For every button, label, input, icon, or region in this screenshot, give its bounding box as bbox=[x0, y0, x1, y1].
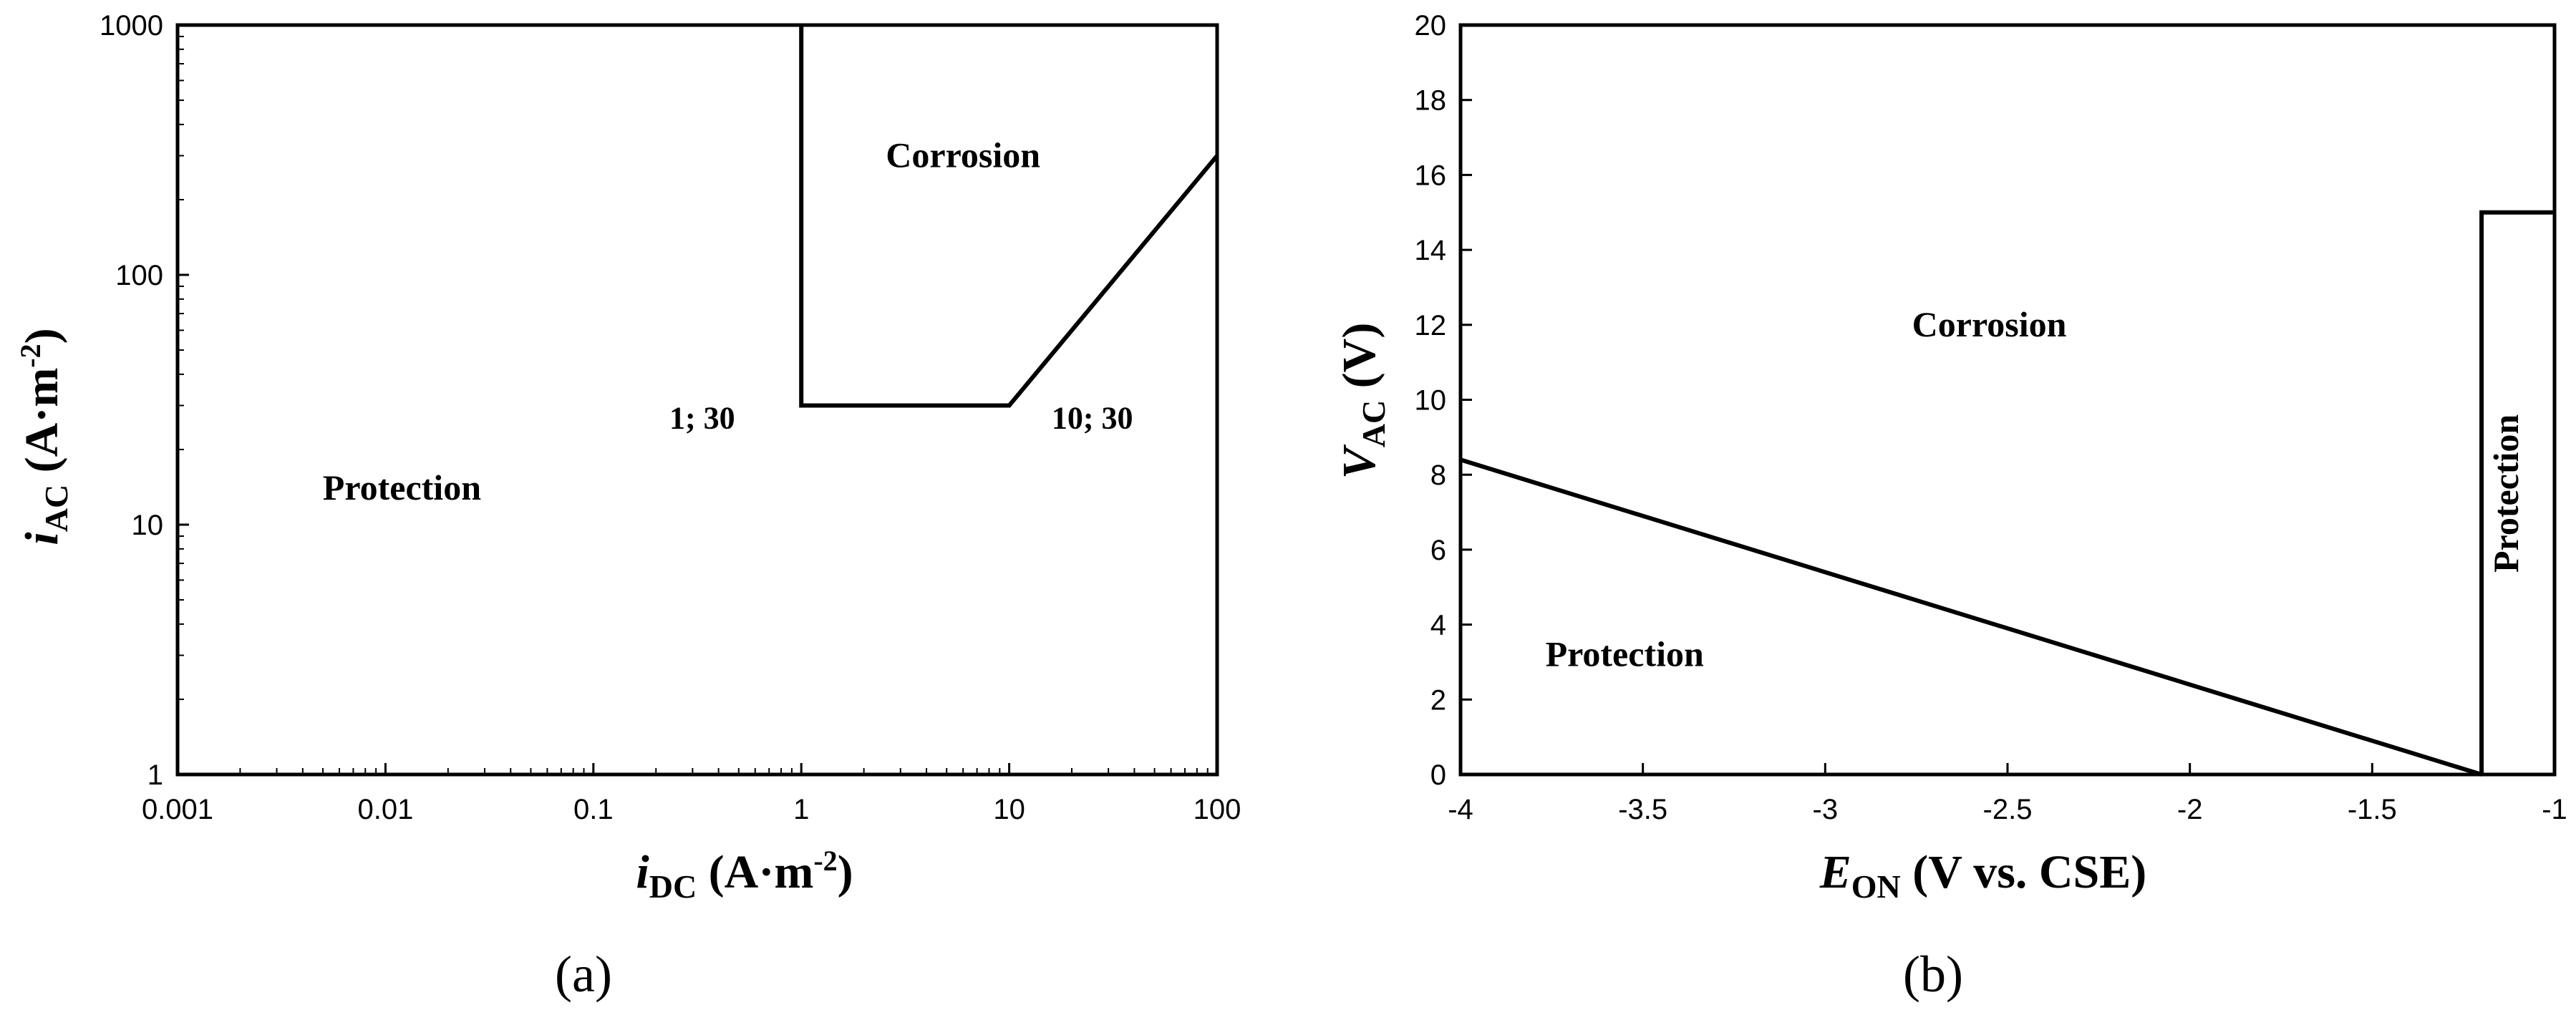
panel-b-letter: b bbox=[1920, 946, 1946, 1003]
x-tick-label: 0.01 bbox=[357, 794, 413, 825]
panel-a-series bbox=[799, 25, 1219, 408]
panel-a-annotations: Corrosion Protection 1; 30 10; 30 bbox=[323, 135, 1133, 508]
y-label-subscript: AC bbox=[1355, 400, 1392, 447]
y-tick-label: 10 bbox=[1415, 385, 1447, 417]
x-tick-label: -1 bbox=[2542, 794, 2567, 825]
panel-a-chart: 0.001 0.01 0.1 1 10 100 1 10 100 1000 Corrosion P… bbox=[14, 10, 1241, 1003]
y-tick-label: 14 bbox=[1415, 235, 1447, 266]
panel-b-y-ticks: 0 2 4 6 8 10 12 14 16 18 20 bbox=[1415, 10, 1472, 791]
annotation-10-30: 10; 30 bbox=[1052, 400, 1133, 435]
x-tick-label: 100 bbox=[1193, 794, 1241, 825]
x-label-unit-sup: -2 bbox=[813, 845, 837, 877]
y-label-symbol: i bbox=[16, 532, 68, 545]
x-label-unit: (V vs. CSE) bbox=[1901, 846, 2147, 898]
panel-a-x-ticks: 0.001 0.01 0.1 1 10 100 bbox=[142, 763, 1241, 825]
annotation-protection: Protection bbox=[2486, 414, 2526, 573]
x-tick-label: 1 bbox=[793, 794, 809, 825]
annotation-protection: Protection bbox=[1546, 633, 1704, 674]
series-line-1 bbox=[1460, 457, 2482, 777]
panel-b-annotations: Corrosion Protection Protection bbox=[1546, 304, 2527, 674]
x-label-unit-end: ) bbox=[838, 846, 853, 898]
panel-a-label: (a) bbox=[555, 946, 612, 1003]
x-label-subscript: DC bbox=[649, 868, 697, 905]
y-label-unit-sup: -2 bbox=[14, 344, 47, 367]
panel-a-plot-frame bbox=[175, 23, 1219, 777]
annotation-protection: Protection bbox=[323, 467, 481, 508]
series-line-2 bbox=[2479, 210, 2555, 774]
panel-a-x-axis-label: iDC (A·m-2) bbox=[636, 845, 853, 905]
annotation-1-30: 1; 30 bbox=[669, 400, 735, 435]
y-tick-label: 2 bbox=[1430, 684, 1446, 716]
panel-b-y-axis-label: VAC (V) bbox=[1333, 323, 1392, 480]
panel-b-x-axis-label: EON (V vs. CSE) bbox=[1819, 846, 2147, 905]
x-tick-label: 0.1 bbox=[573, 794, 614, 825]
panel-a-y-axis-label: iAC (A·m-2) bbox=[14, 328, 74, 545]
annotation-corrosion: Corrosion bbox=[886, 135, 1040, 175]
x-tick-label: -2.5 bbox=[1983, 794, 2033, 825]
x-label-subscript: ON bbox=[1851, 868, 1901, 905]
y-label-unit-end: ) bbox=[16, 328, 68, 344]
y-tick-label: 8 bbox=[1430, 460, 1446, 491]
annotation-corrosion: Corrosion bbox=[1912, 304, 2067, 344]
x-label-symbol: i bbox=[636, 846, 649, 898]
x-tick-label: -2 bbox=[2177, 794, 2203, 825]
y-tick-label: 1000 bbox=[100, 10, 163, 42]
y-tick-label: 12 bbox=[1415, 310, 1447, 341]
y-tick-label: 0 bbox=[1430, 759, 1446, 791]
y-tick-label: 20 bbox=[1415, 10, 1447, 42]
y-tick-label: 1 bbox=[147, 759, 163, 791]
panel-b-series bbox=[1460, 210, 2555, 777]
x-tick-label: -3 bbox=[1813, 794, 1839, 825]
x-label-unit: (A·m bbox=[697, 846, 813, 898]
y-tick-label: 4 bbox=[1430, 610, 1446, 641]
y-tick-label: 16 bbox=[1415, 160, 1447, 191]
y-tick-label: 100 bbox=[115, 260, 163, 291]
y-label-symbol: V bbox=[1333, 444, 1385, 479]
y-tick-label: 18 bbox=[1415, 85, 1447, 117]
series-line-1 bbox=[799, 25, 1219, 408]
x-label-symbol: E bbox=[1819, 846, 1851, 898]
panel-b-x-ticks: -4 -3.5 -3 -2.5 -2 -1.5 -1 bbox=[1448, 763, 2567, 825]
y-tick-label: 6 bbox=[1430, 535, 1446, 566]
panel-b-label: (b) bbox=[1903, 946, 1963, 1003]
y-label-subscript: AC bbox=[38, 485, 74, 532]
x-tick-label: -3.5 bbox=[1618, 794, 1667, 825]
x-tick-label: -1.5 bbox=[2348, 794, 2397, 825]
y-tick-label: 10 bbox=[132, 510, 164, 541]
y-label-unit: (V) bbox=[1333, 323, 1385, 400]
x-tick-label: 10 bbox=[993, 794, 1025, 825]
panel-a-y-ticks: 1 10 100 1000 bbox=[100, 10, 189, 791]
panel-b-chart: -4 -3.5 -3 -2.5 -2 -1.5 -1 0 2 4 6 8 10 12 14 16 18 20 C… bbox=[1333, 10, 2567, 1003]
panel-a-letter: a bbox=[572, 946, 595, 1003]
x-tick-label: 0.001 bbox=[142, 794, 213, 825]
x-tick-label: -4 bbox=[1448, 794, 1473, 825]
y-label-unit: (A·m bbox=[16, 368, 68, 485]
